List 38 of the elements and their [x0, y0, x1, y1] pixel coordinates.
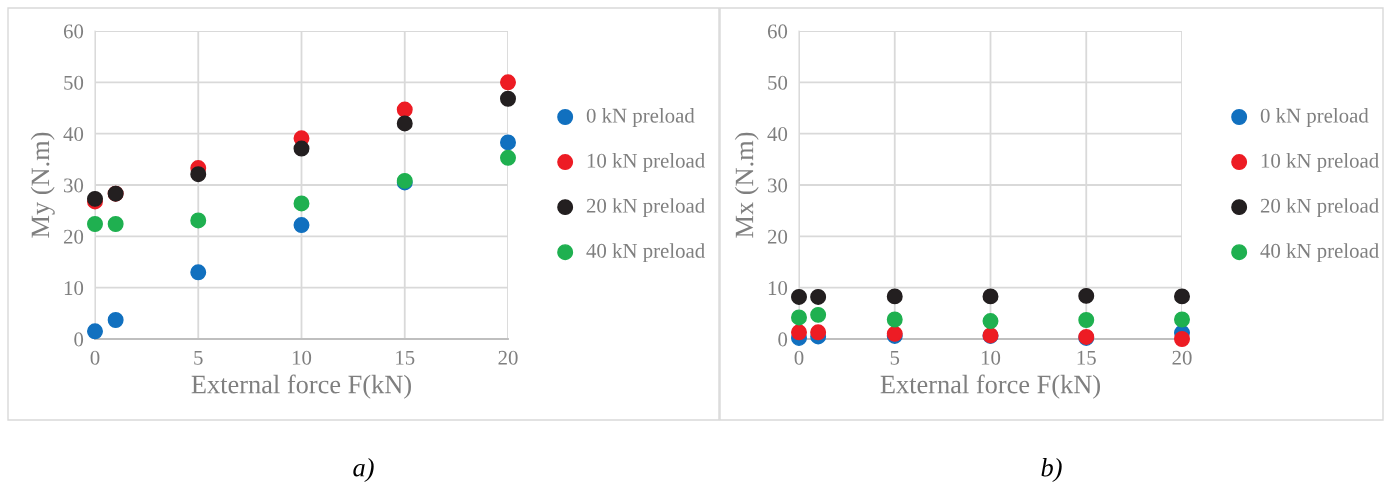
- y-tick-label: 50: [768, 75, 788, 90]
- y-tick-label: 0: [74, 332, 84, 347]
- legend-label: 0 kN preload: [586, 108, 695, 127]
- y-tick-label: 30: [64, 178, 84, 193]
- legend-label: 10 kN preload: [587, 153, 705, 172]
- legend-label: 20 kN preload: [1260, 198, 1379, 218]
- x-axis-title: External force F(kN): [880, 374, 1100, 399]
- x-tick-label: 10: [292, 350, 312, 365]
- y-tick-label: 20: [63, 229, 84, 244]
- legend-label: 40 kN preload: [586, 243, 705, 263]
- x-tick-label: 15: [396, 350, 415, 365]
- y-tick-label: 60: [63, 24, 84, 39]
- x-tick-label: 0: [794, 350, 804, 365]
- x-tick-label: 5: [194, 350, 203, 365]
- x-tick-label: 5: [890, 350, 900, 365]
- y-tick-label: 10: [64, 281, 84, 296]
- y-tick-label: 0: [778, 332, 788, 347]
- y-tick-label: 60: [767, 24, 788, 39]
- text: a): [353, 458, 374, 482]
- legend-label: 0 kN preload: [1260, 108, 1369, 127]
- y-tick-label: 10: [768, 281, 788, 296]
- y-tick-label: 40: [767, 127, 788, 142]
- x-tick-label: 10: [981, 350, 1001, 365]
- y-tick-label: 20: [767, 229, 788, 244]
- y-axis-title: Mx (N.m): [734, 132, 759, 238]
- legend-label: 10 kN preload: [1261, 153, 1379, 172]
- y-tick-label: 30: [768, 178, 788, 193]
- y-tick-label: 40: [63, 127, 84, 142]
- x-tick-label: 20: [1172, 350, 1192, 365]
- legend-label: 20 kN preload: [586, 198, 705, 218]
- text: b): [1041, 458, 1062, 482]
- x-tick-label: 20: [498, 350, 518, 365]
- legend-label: 40 kN preload: [1260, 243, 1379, 263]
- x-tick-label: 15: [1077, 350, 1096, 365]
- y-axis-title: My (N.m): [30, 132, 55, 238]
- x-axis-title: External force F(kN): [191, 374, 411, 399]
- y-tick-label: 50: [64, 75, 84, 90]
- x-tick-label: 0: [90, 350, 100, 365]
